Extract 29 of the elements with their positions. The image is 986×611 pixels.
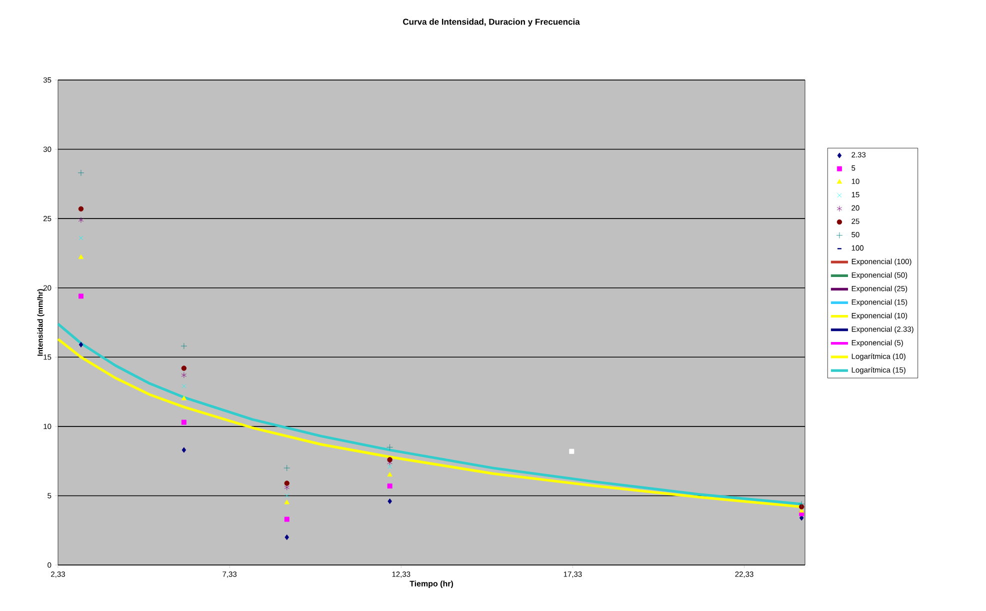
point [180, 342, 188, 350]
point [181, 420, 186, 425]
chart-title: Curva de Intensidad, Duracion y Frecuencia [403, 18, 580, 26]
point [386, 444, 394, 450]
point [284, 494, 290, 498]
point [78, 170, 84, 176]
point [78, 216, 84, 223]
point [284, 464, 290, 472]
point [284, 500, 290, 504]
point [387, 472, 392, 477]
point [182, 447, 186, 453]
point [798, 500, 805, 508]
point [387, 457, 392, 462]
point [78, 236, 84, 240]
point [284, 534, 290, 540]
point [78, 254, 84, 259]
point [78, 294, 84, 299]
point [181, 372, 187, 378]
point [387, 484, 392, 489]
point [182, 384, 186, 388]
point [388, 464, 392, 469]
point [284, 480, 290, 486]
point [284, 516, 290, 522]
point [78, 342, 84, 348]
point [181, 366, 187, 371]
point [569, 448, 574, 454]
point [78, 206, 84, 212]
point [181, 396, 187, 400]
x-axis-title: Tiempo (hr) [410, 580, 454, 588]
